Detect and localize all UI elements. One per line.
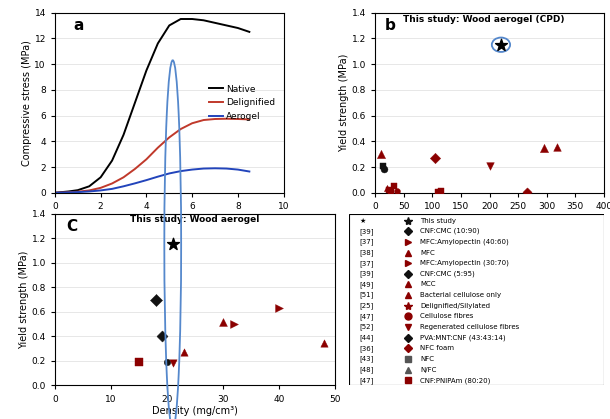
Text: Bacterial cellulose only: Bacterial cellulose only (420, 292, 501, 298)
Text: MCC: MCC (420, 282, 436, 287)
Point (552, 144, 562, 150)
Point (484, 162, 494, 169)
Text: [43]: [43] (359, 356, 373, 362)
Text: This study: Wood aerogel: This study: Wood aerogel (131, 215, 260, 224)
Point (179, 349, 189, 356)
Point (162, 359, 172, 365)
X-axis label: Specific surface area (m²/g): Specific surface area (m²/g) (422, 214, 558, 224)
Text: C: C (66, 219, 77, 234)
Point (274, 305, 284, 312)
Text: ★: ★ (359, 217, 365, 224)
Text: Delignified/Silylated: Delignified/Silylated (420, 303, 490, 309)
Point (384, 186, 394, 193)
Text: [52]: [52] (359, 324, 373, 331)
Y-axis label: Yield strength (MPa): Yield strength (MPa) (339, 54, 349, 152)
Text: MFC:Amylopectin (30:70): MFC:Amylopectin (30:70) (420, 260, 509, 266)
Text: This study: This study (420, 217, 456, 224)
Text: PVA:MNT:CNF (43:43:14): PVA:MNT:CNF (43:43:14) (420, 334, 506, 341)
Text: [47]: [47] (359, 377, 373, 384)
Point (218, 318, 228, 325)
Y-axis label: Compressive stress (MPa): Compressive stress (MPa) (21, 40, 32, 166)
Text: NFC: NFC (420, 356, 434, 362)
Point (433, 189, 443, 195)
Text: [36]: [36] (359, 345, 373, 352)
Point (379, 166, 389, 172)
FancyBboxPatch shape (349, 214, 604, 385)
Point (496, 41, 506, 48)
Point (436, 188, 446, 194)
Point (382, 184, 392, 191)
Point (522, 189, 531, 195)
Point (157, 333, 167, 340)
Text: Cellulose fibres: Cellulose fibres (420, 313, 473, 319)
Point (376, 151, 386, 158)
Text: MFC:Amylopectin (40:60): MFC:Amylopectin (40:60) (420, 238, 509, 245)
Text: [49]: [49] (359, 281, 373, 288)
Text: [38]: [38] (359, 249, 373, 256)
Text: This study: Wood aerogel (CPD): This study: Wood aerogel (CPD) (403, 15, 565, 23)
Point (392, 187, 402, 194)
Point (386, 187, 396, 194)
Text: N/FC: N/FC (420, 367, 437, 372)
Text: a: a (73, 18, 84, 33)
Point (134, 358, 144, 365)
Text: [44]: [44] (359, 334, 373, 341)
Point (539, 144, 549, 151)
Text: [48]: [48] (359, 366, 373, 373)
Text: [39]: [39] (359, 270, 373, 277)
Text: NFC foam: NFC foam (420, 345, 454, 352)
X-axis label: Compressive strain (%): Compressive strain (%) (112, 214, 226, 224)
Text: CNF:CMC (10:90): CNF:CMC (10:90) (420, 228, 479, 235)
Point (229, 320, 239, 327)
Text: CNF:PNIPAm (80:20): CNF:PNIPAm (80:20) (420, 377, 490, 383)
Point (320, 339, 329, 346)
Point (168, 241, 178, 248)
Point (430, 155, 440, 161)
Text: [47]: [47] (359, 313, 373, 320)
Legend: Native, Delignified, Aerogel: Native, Delignified, Aerogel (206, 81, 279, 124)
Text: MFC: MFC (420, 250, 435, 256)
Text: [37]: [37] (359, 238, 373, 245)
Point (151, 296, 161, 303)
Text: CNF:CMC (5:95): CNF:CMC (5:95) (420, 271, 475, 277)
Text: [51]: [51] (359, 292, 373, 298)
Text: [37]: [37] (359, 260, 373, 266)
Text: Regenerated cellulose fibres: Regenerated cellulose fibres (420, 324, 520, 330)
Y-axis label: Yield strength (MPa): Yield strength (MPa) (19, 251, 29, 349)
Text: [25]: [25] (359, 303, 373, 309)
Point (389, 183, 399, 190)
Point (168, 360, 178, 366)
Text: [39]: [39] (359, 228, 373, 235)
X-axis label: Density (mg/cm³): Density (mg/cm³) (152, 406, 238, 416)
Text: b: b (384, 18, 395, 33)
Point (378, 163, 388, 170)
